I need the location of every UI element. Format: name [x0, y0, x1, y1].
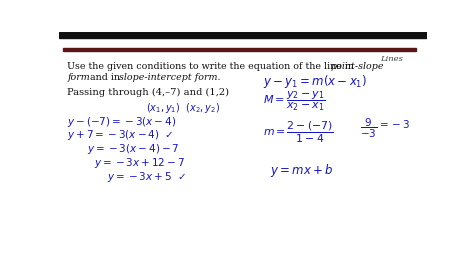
Text: $y = -3x+12-7$: $y = -3x+12-7$	[94, 156, 185, 170]
Bar	[59, 32, 427, 38]
Text: $\dfrac{9}{-3}$: $\dfrac{9}{-3}$	[360, 117, 378, 140]
Text: Lines: Lines	[380, 56, 403, 64]
Text: $M = \dfrac{y_2-y_1}{x_2-x_1}$: $M = \dfrac{y_2-y_1}{x_2-x_1}$	[263, 89, 326, 113]
Text: slope-intercept form.: slope-intercept form.	[119, 73, 221, 82]
Text: $y-y_1 = m(x-x_1)$: $y-y_1 = m(x-x_1)$	[263, 73, 367, 90]
Text: form: form	[67, 73, 90, 82]
Text: and in: and in	[87, 73, 123, 82]
Text: Use the given conditions to write the equation of the line in: Use the given conditions to write the eq…	[67, 62, 357, 70]
Text: $y = mx+b$: $y = mx+b$	[271, 162, 334, 179]
Text: $y+7 = -3(x-4)$  $\checkmark$: $y+7 = -3(x-4)$ $\checkmark$	[67, 128, 174, 142]
Text: point-slope: point-slope	[330, 62, 384, 70]
Bar	[63, 48, 416, 51]
Text: $m = \dfrac{2-(-7)}{1-4}$: $m = \dfrac{2-(-7)}{1-4}$	[263, 120, 334, 146]
Text: $(x_1,y_1)$  $(x_2,y_2)$: $(x_1,y_1)$ $(x_2,y_2)$	[146, 101, 220, 115]
Text: $=-3$: $=-3$	[377, 118, 410, 130]
Text: $y = -3x+5$  $\checkmark$: $y = -3x+5$ $\checkmark$	[107, 169, 186, 184]
Text: Passing through (4,–7) and (1,2): Passing through (4,–7) and (1,2)	[67, 88, 229, 97]
Text: $y = -3(x-4)-7$: $y = -3(x-4)-7$	[87, 142, 179, 156]
Text: $y-(-7) = -3(x-4)$: $y-(-7) = -3(x-4)$	[67, 115, 177, 129]
